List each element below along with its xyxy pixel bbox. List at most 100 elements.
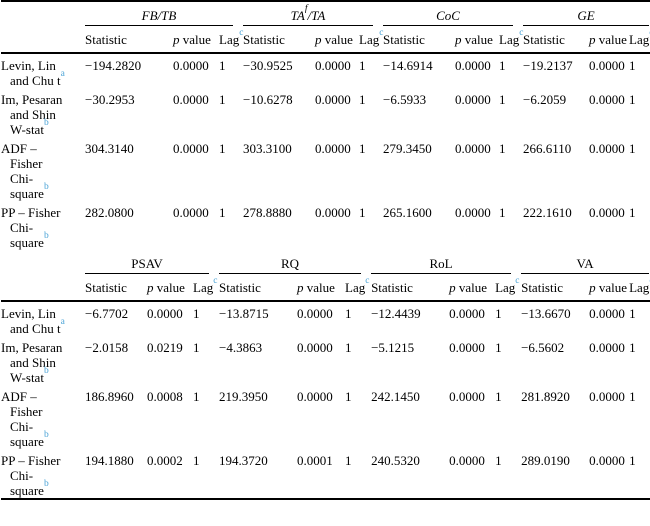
row-label-line: Fisher [10, 404, 43, 419]
statistic-cell: 219.3950 [219, 389, 268, 404]
row-label-line: squareb [10, 230, 49, 250]
lag-cell: 1 [345, 306, 352, 321]
group-header-row: PSAV RQ RoL VA [1, 250, 650, 274]
statistic-cell: 281.8920 [521, 389, 570, 404]
p-value-cell: 0.0000 [589, 141, 625, 156]
p-value-cell: 0.0000 [297, 340, 333, 355]
p-value-header: p value [147, 274, 193, 302]
group-label: GE [523, 8, 650, 26]
lag-cell: 1 [219, 141, 226, 156]
p-value-cell: 0.0000 [589, 92, 625, 107]
statistic-cell: −2.0158 [85, 340, 129, 355]
statistic-cell: −6.5933 [383, 92, 427, 107]
p-value-header: p value [589, 274, 630, 302]
row-label-line: ADF – [1, 141, 37, 156]
lag-cell: 1 [499, 205, 506, 220]
row-label-line: squareb [10, 429, 49, 449]
p-value-cell: 0.0000 [449, 340, 485, 355]
row-label: Im, Pesaran and Shin W-statb [1, 88, 85, 137]
column-header-row: Statistic p value Lagc Statistic p value Lagc… [1, 274, 650, 302]
lag-cell: 1 [629, 453, 636, 468]
table-head-bottom: PSAV RQ RoL VA Statistic p value Lagc Statisti… [1, 250, 650, 302]
group-header-top-2: CoC [383, 1, 523, 26]
italic-text: p [589, 32, 596, 47]
row-label-line: PP – Fisher [1, 205, 61, 220]
lag-cell: 1 [495, 389, 502, 404]
group-header-bottom-0: PSAV [85, 250, 219, 274]
lag-header: Lagc [359, 26, 383, 54]
lag-cell: 1 [629, 205, 636, 220]
p-value-cell: 0.0000 [173, 141, 209, 156]
table-row: ADF – Fisher Chi-squareb 186.8960 0.0008 1 219… [1, 385, 650, 449]
statistic-header: Statistic [243, 26, 315, 54]
p-value-header: p value [455, 26, 500, 54]
lag-header: Lagc [629, 274, 650, 302]
p-value-cell: 0.0000 [147, 306, 183, 321]
group-header-top-1: TAf/TA [243, 1, 383, 26]
italic-text: p [297, 280, 304, 295]
statistic-header: Statistic [523, 26, 590, 54]
italic-text: p [147, 280, 154, 295]
row-label-line: PP – Fisher [1, 453, 61, 468]
p-value-cell: 0.0000 [297, 306, 333, 321]
lag-cell: 1 [193, 306, 200, 321]
row-label-line: Chi- [10, 220, 34, 235]
row-label-line: Fisher [10, 156, 43, 171]
statistic-cell: 303.3100 [243, 141, 292, 156]
p-value-cell: 0.0000 [449, 453, 485, 468]
row-label-line: and Chu ta [10, 316, 65, 336]
p-value-cell: 0.0000 [589, 205, 625, 220]
table-row: Im, Pesaran and Shin W-statb −30.2953 0.0000… [1, 88, 650, 137]
p-value-cell: 0.0219 [147, 340, 183, 355]
lag-cell: 1 [219, 58, 226, 73]
row-label-line: and Chu ta [10, 68, 65, 88]
footnote-marker: c [213, 275, 218, 286]
lag-cell: 1 [629, 141, 636, 156]
p-value-header: p value [315, 26, 359, 54]
statistic-cell: 278.8880 [243, 205, 292, 220]
p-value-cell: 0.0000 [315, 205, 351, 220]
p-value-cell: 0.0001 [297, 453, 333, 468]
p-value-cell: 0.0000 [297, 389, 333, 404]
group-header-bottom-2: RoL [371, 250, 521, 274]
p-value-cell: 0.0000 [589, 389, 625, 404]
group-label: RQ [219, 256, 362, 274]
table-row: Levin, Lin and Chu ta −6.7702 0.0000 1 −13.87… [1, 301, 650, 336]
statistic-cell: 289.0190 [521, 453, 570, 468]
p-value-cell: 0.0000 [315, 58, 351, 73]
group-header-top-3: GE [523, 1, 650, 26]
row-label-line: Chi- [10, 419, 34, 434]
table-head-top: FB/TB TAf/TA CoC GE Statistic p value Lagc Sta… [1, 1, 650, 54]
statistic-header: Statistic [219, 274, 298, 302]
italic-text: p [315, 32, 322, 47]
statistic-cell: 282.0800 [85, 205, 134, 220]
row-label-line: ADF – [1, 389, 37, 404]
lag-cell: 1 [193, 389, 200, 404]
row-label-line: Im, Pesaran [1, 92, 63, 107]
row-label: PP – Fisher Chi-squareb [1, 201, 85, 250]
column-header-row: Statistic p value Lagc Statistic p value Lagc… [1, 26, 650, 54]
superscript-label: f [304, 3, 308, 14]
lag-cell: 1 [359, 58, 366, 73]
lag-cell: 1 [495, 306, 502, 321]
row-label-line: squareb [10, 478, 49, 498]
p-value-cell: 0.0000 [455, 58, 491, 73]
lag-header: Lagc [629, 26, 650, 54]
p-value-cell: 0.0000 [173, 58, 209, 73]
p-value-cell: 0.0008 [147, 389, 183, 404]
group-header-bottom-1: RQ [219, 250, 371, 274]
p-value-cell: 0.0000 [455, 92, 491, 107]
group-header-top-0: FB/TB [85, 1, 243, 26]
stub-header-blank [1, 274, 85, 302]
lag-cell: 1 [359, 92, 366, 107]
footnote-marker: c [239, 27, 244, 38]
lag-cell: 1 [193, 340, 200, 355]
footnote-marker: b [43, 429, 49, 440]
statistic-cell: −6.2059 [523, 92, 567, 107]
row-label-line: Levin, Lin [1, 58, 56, 73]
lag-cell: 1 [359, 141, 366, 156]
unit-root-table-top: FB/TB TAf/TA CoC GE Statistic p value Lagc Sta… [1, 0, 650, 250]
table-row: PP – Fisher Chi-squareb 282.0800 0.0000 1 278… [1, 201, 650, 250]
lag-cell: 1 [345, 453, 352, 468]
p-value-header: p value [297, 274, 346, 302]
